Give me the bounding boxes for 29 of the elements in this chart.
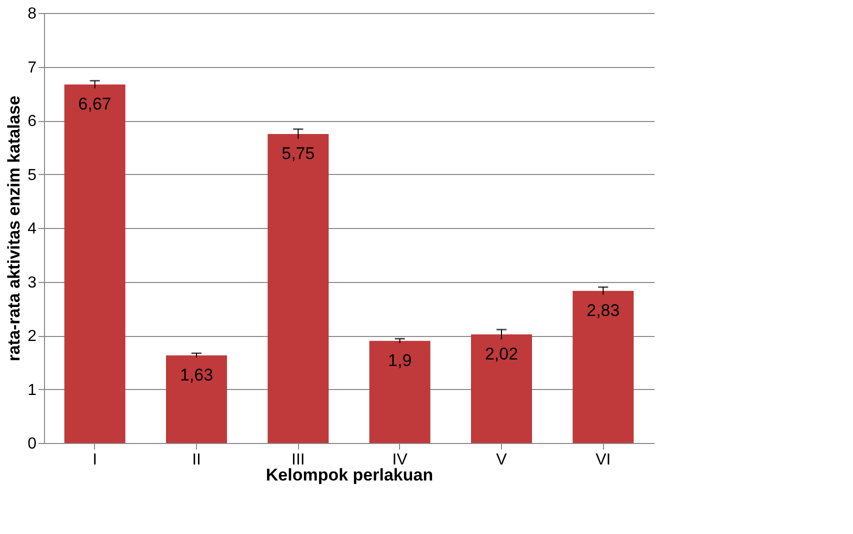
bar (572, 290, 634, 443)
y-axis-title: rata-rata aktivitas enzim katalase (4, 96, 24, 362)
bar (471, 334, 532, 443)
bar (369, 340, 430, 443)
x-tick-label: VI (596, 452, 611, 468)
y-tick-label: 3 (28, 274, 37, 292)
x-tick-label: I (92, 452, 98, 468)
y-tick-label: 0 (28, 436, 37, 452)
y-tick-label: 1 (28, 382, 37, 399)
bar (166, 355, 227, 443)
x-tick-label: IV (392, 452, 408, 468)
data-label: 1,63 (180, 365, 214, 384)
x-tick-label: III (291, 452, 305, 468)
data-label: 2,83 (586, 300, 620, 320)
x-tick-label: II (192, 452, 201, 468)
y-tick-label: 5 (28, 166, 37, 184)
y-tick-label: 2 (28, 328, 37, 345)
data-label: 2,02 (484, 344, 518, 364)
bar (64, 84, 126, 443)
x-axis-title: Kelompok perlakuan (266, 466, 434, 484)
y-tick-label: 6 (28, 113, 37, 130)
y-tick-label: 7 (28, 59, 37, 76)
data-label: 1,9 (388, 350, 412, 370)
y-tick-label: 8 (28, 6, 37, 22)
y-tick-label: 4 (28, 220, 37, 238)
data-label: 5,75 (282, 144, 315, 163)
data-label: 6,67 (78, 94, 112, 114)
x-tick-label: V (496, 452, 508, 468)
bar (268, 134, 329, 443)
